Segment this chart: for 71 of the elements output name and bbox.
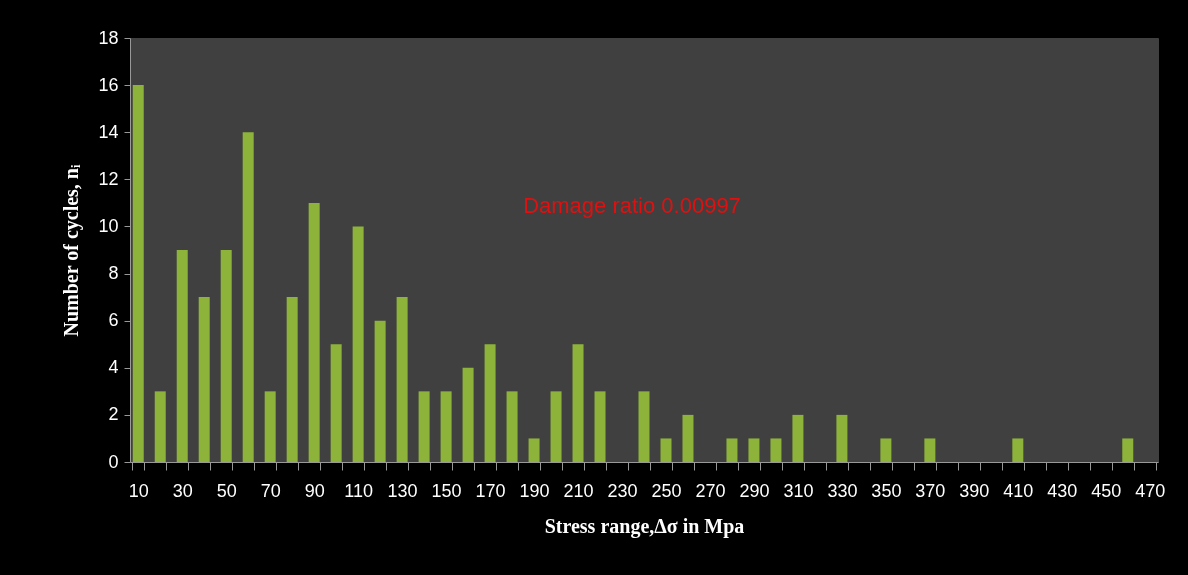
bar: [286, 297, 298, 462]
x-tick-label: 190: [519, 480, 550, 501]
x-tick-label: 430: [1047, 480, 1078, 501]
bar: [418, 391, 430, 462]
x-tick-label: 90: [304, 480, 325, 501]
y-tick-label: 16: [98, 74, 119, 95]
bar: [836, 414, 848, 462]
x-tick-label: 250: [651, 480, 682, 501]
bar: [462, 367, 474, 462]
y-tick-label: 2: [108, 404, 119, 425]
y-tick-label: 14: [98, 121, 119, 142]
bar: [550, 391, 562, 462]
x-tick-label: 30: [172, 480, 193, 501]
x-tick-label: 290: [739, 480, 770, 501]
bar: [242, 132, 254, 462]
y-tick-label: 18: [98, 27, 119, 48]
bar: [484, 344, 496, 462]
x-tick-label: 310: [783, 480, 814, 501]
bar: [176, 250, 188, 462]
x-tick-label: 110: [344, 480, 373, 501]
x-tick-label: 370: [915, 480, 946, 501]
bar: [660, 438, 672, 462]
y-tick-label: 10: [98, 215, 119, 236]
y-tick-label: 12: [98, 168, 119, 189]
bar: [506, 391, 518, 462]
bar: [748, 438, 760, 462]
y-tick-label: 6: [108, 310, 119, 331]
bar: [528, 438, 540, 462]
bar: [682, 414, 694, 462]
bar: [1012, 438, 1024, 462]
bar: [264, 391, 276, 462]
bar: [770, 438, 782, 462]
y-axis-title: Number of cycles, nᵢ: [60, 164, 84, 337]
y-tick-label: 8: [108, 263, 119, 284]
x-tick-label: 270: [695, 480, 726, 501]
bar: [792, 414, 804, 462]
bar: [154, 391, 166, 462]
bar: [396, 297, 408, 462]
bar: [132, 85, 144, 462]
bar: [352, 226, 364, 462]
x-tick-label: 450: [1091, 480, 1122, 501]
x-tick-label: 130: [387, 480, 418, 501]
bar: [198, 297, 210, 462]
x-tick-label: 70: [260, 480, 281, 501]
x-tick-label: 210: [563, 480, 594, 501]
y-tick-label: 4: [108, 357, 119, 378]
bar: [638, 391, 650, 462]
x-axis-title: Stress range,Δσ in Mpa: [544, 514, 745, 538]
x-tick-label: 50: [216, 480, 237, 501]
x-tick-label: 330: [827, 480, 858, 501]
y-tick-label: 0: [108, 451, 119, 472]
bar: [440, 391, 452, 462]
bar: [220, 250, 232, 462]
annotation: Damage ratio 0.00997: [523, 193, 741, 218]
bar: [308, 202, 320, 462]
x-tick-label: 410: [1003, 480, 1034, 501]
x-tick-label: 350: [871, 480, 902, 501]
bar: [330, 344, 342, 462]
bar: [1122, 438, 1134, 462]
x-tick-label: 10: [128, 480, 149, 501]
x-tick-label: 230: [607, 480, 638, 501]
x-tick-label: 150: [431, 480, 462, 501]
x-tick-label: 390: [959, 480, 990, 501]
x-tick-label: 470: [1135, 480, 1166, 501]
bar: [594, 391, 606, 462]
bar: [374, 320, 386, 462]
bar: [924, 438, 936, 462]
bar: [880, 438, 892, 462]
x-tick-label: 170: [475, 480, 506, 501]
bar: [726, 438, 738, 462]
bar: [572, 344, 584, 462]
